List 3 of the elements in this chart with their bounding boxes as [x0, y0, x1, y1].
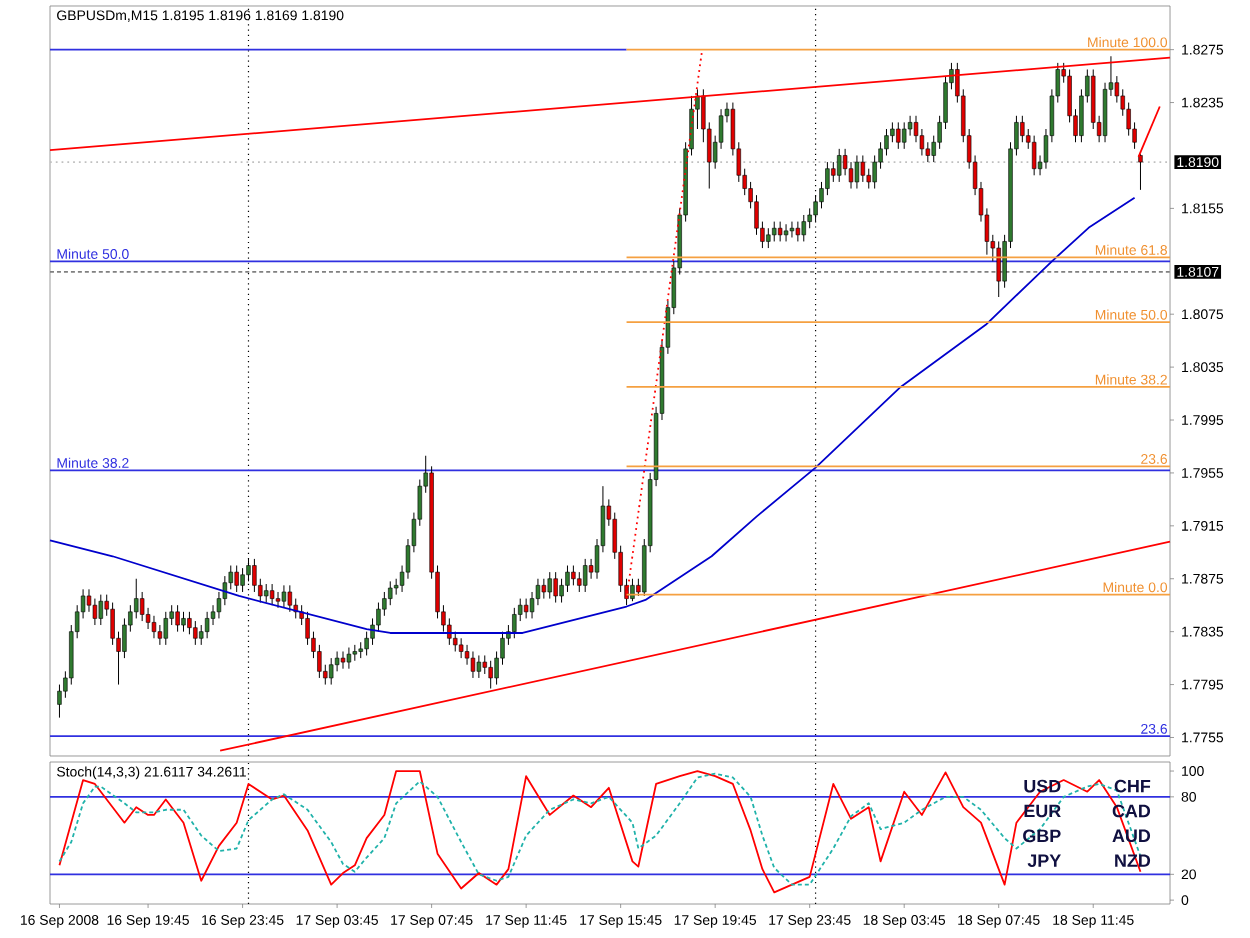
annotation: CHF	[1114, 779, 1151, 793]
annotation: JPY	[1027, 854, 1061, 867]
annotation: GBP	[1023, 829, 1061, 843]
